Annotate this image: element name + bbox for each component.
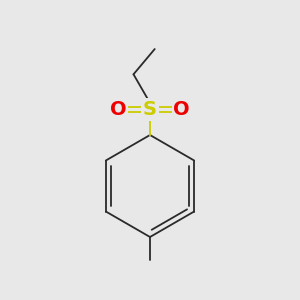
Text: O: O bbox=[173, 100, 190, 119]
Text: S: S bbox=[143, 100, 157, 119]
Text: O: O bbox=[110, 100, 127, 119]
